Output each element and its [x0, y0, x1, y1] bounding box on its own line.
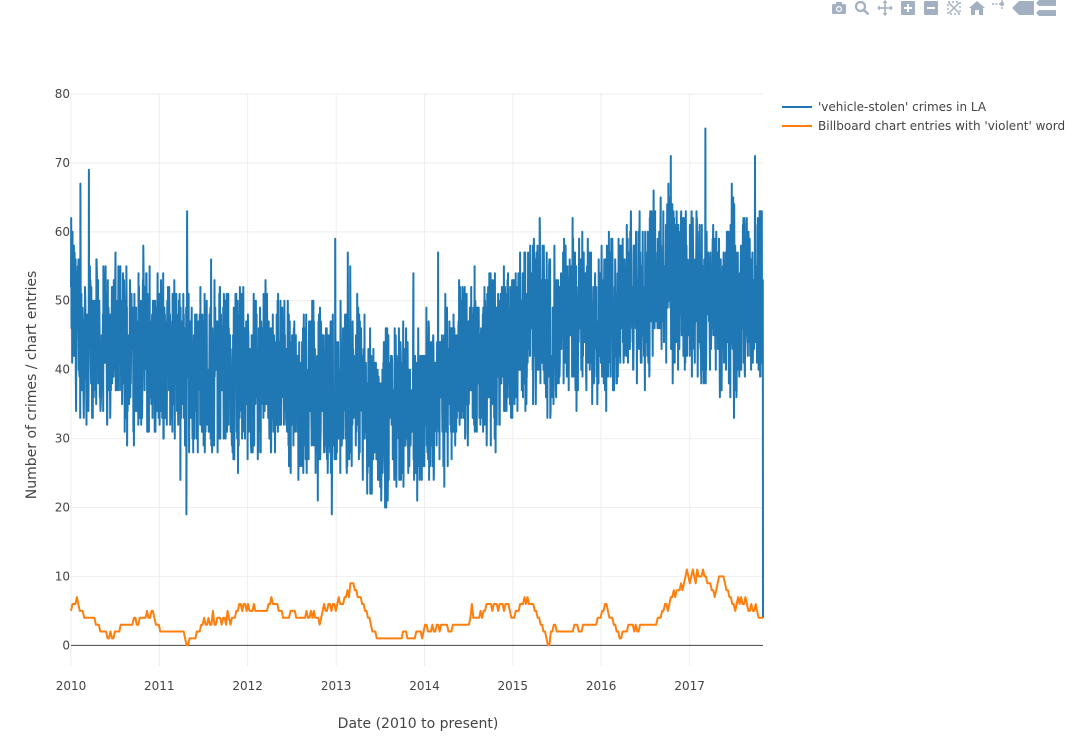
y-tick-label: 10	[55, 569, 70, 583]
pan-icon[interactable]	[873, 0, 896, 16]
y-tick-label: 30	[55, 432, 70, 446]
y-tick-label: 70	[55, 156, 70, 170]
camera-icon[interactable]	[827, 0, 850, 16]
x-tick-label: 2011	[144, 679, 175, 693]
zoom-icon[interactable]	[850, 0, 873, 16]
x-tick-label: 2013	[321, 679, 352, 693]
legend-label[interactable]: 'vehicle-stolen' crimes in LA	[818, 100, 987, 114]
x-tick-label: 2017	[674, 679, 705, 693]
series-layer	[70, 127, 764, 647]
x-axis-title: Date (2010 to present)	[338, 716, 499, 732]
x-tick-label: 2010	[56, 679, 87, 693]
hover-compare-icon[interactable]	[1034, 0, 1057, 16]
zoom-out-icon[interactable]	[919, 0, 942, 16]
y-tick-label: 20	[55, 500, 70, 514]
series-line-billboard-violent	[70, 568, 763, 647]
x-tick-label: 2015	[498, 679, 529, 693]
y-tick-label: 40	[55, 363, 70, 377]
x-tick-label: 2012	[232, 679, 263, 693]
y-axis-ticks: 0 10 20 30 40 50 60 70 80	[55, 87, 70, 652]
legend: 'vehicle-stolen' crimes in LA Billboard c…	[782, 100, 1065, 133]
modebar	[827, 0, 1057, 16]
y-tick-label: 60	[55, 225, 70, 239]
home-icon[interactable]	[965, 0, 988, 16]
y-axis-title: Number of crimes / chart entries	[24, 271, 40, 500]
y-tick-label: 0	[62, 638, 70, 652]
x-tick-label: 2014	[409, 679, 440, 693]
x-axis-ticks: 2010 2011 2012 2013 2014 2015 2016 2017	[56, 679, 705, 693]
spike-lines-icon[interactable]	[988, 0, 1011, 16]
y-tick-label: 80	[55, 87, 70, 101]
y-tick-label: 50	[55, 294, 70, 308]
legend-label[interactable]: Billboard chart entries with 'violent' w…	[818, 119, 1065, 133]
zoom-in-icon[interactable]	[896, 0, 919, 16]
autoscale-icon[interactable]	[942, 0, 965, 16]
x-tick-label: 2016	[586, 679, 617, 693]
hover-closest-icon[interactable]	[1011, 0, 1034, 16]
series-line-vehicle-stolen	[70, 127, 764, 618]
